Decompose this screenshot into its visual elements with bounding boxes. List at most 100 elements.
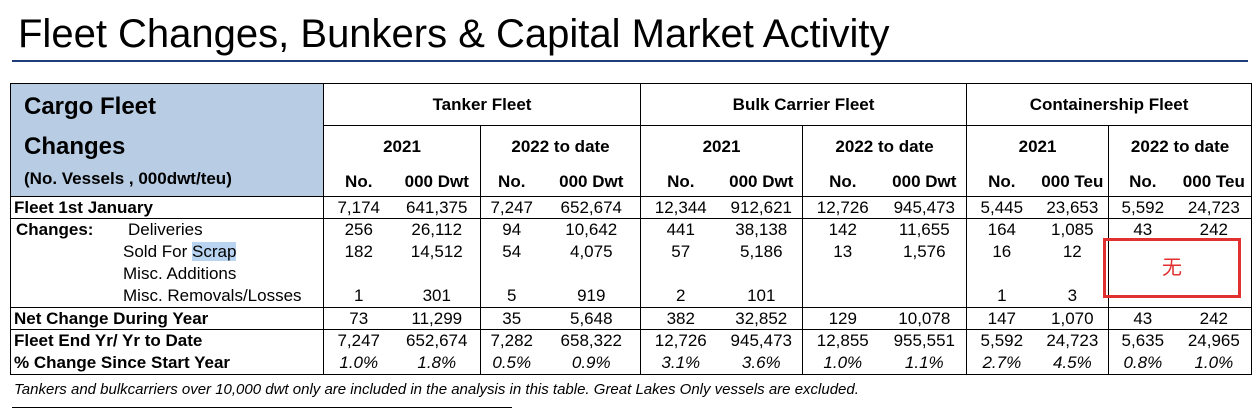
table-cell: 16	[992, 242, 1012, 261]
table-cell: 912,621	[720, 196, 804, 219]
table-cell: 142	[828, 220, 857, 240]
table-cell: 1,070	[1036, 307, 1110, 330]
table-cell: 1	[997, 286, 1007, 306]
subheader-no: No.	[1108, 167, 1177, 197]
table-cell	[324, 263, 394, 285]
table-cell: 641,375	[393, 196, 481, 219]
table-cell	[882, 262, 968, 285]
changes-label: Changes:	[16, 220, 94, 240]
annotation-stamp: 无	[1103, 238, 1241, 298]
table-cell: 0.5%	[480, 351, 543, 375]
row-fleet-end: Fleet End Yr/ Yr to Date 7,247 652,674 7,28…	[10, 329, 1253, 351]
row-deliveries: Changes: Deliveries 256 26,112 94 10,642 441 38…	[10, 218, 1253, 241]
table-cell: 3.1%	[640, 351, 721, 375]
table-cell: 10,078	[882, 307, 968, 330]
table-cell	[1176, 240, 1253, 263]
table-cell: 5,635	[1121, 331, 1165, 350]
table-cell: 12,726	[654, 331, 707, 350]
table-cell: 1.0%	[1176, 351, 1253, 375]
table-cell: 0.8%	[1108, 351, 1177, 375]
table-cell: 57	[671, 242, 691, 261]
table-cell: 5,445	[966, 196, 1037, 219]
year-header: 2021	[966, 125, 1110, 168]
table-cell: 10,642	[542, 218, 642, 241]
table-cell: 94	[502, 220, 522, 240]
table-cell: 652,674	[542, 196, 642, 219]
header-row-subs: No. 000 Dwt No. 000 Dwt No. 000 Dwt No. 000 Dwt…	[11, 167, 1253, 197]
table-cell: 955,551	[882, 329, 968, 351]
table-cell: 945,473	[720, 329, 804, 351]
table-cell: 5,592	[980, 331, 1024, 350]
table-cell	[967, 263, 1037, 285]
table-cell: 24,723	[1036, 329, 1110, 351]
table-cell: 658,322	[542, 329, 642, 351]
table-cell: 5,186	[720, 240, 804, 263]
table-cell: 24,965	[1176, 329, 1253, 351]
table-cell	[641, 263, 721, 285]
table-cell: 5,648	[542, 307, 642, 330]
cargo-header-line1: Cargo Fleet	[24, 92, 157, 120]
table-cell	[542, 262, 642, 285]
table-cell: 13	[833, 242, 853, 261]
table-cell: 164	[987, 220, 1016, 240]
bottom-rule	[12, 407, 512, 408]
row-fleet-start: Fleet 1st January 7,174 641,375 7,247 652,67…	[10, 196, 1253, 219]
subheader-no: No.	[480, 167, 543, 197]
table-cell: 1,085	[1036, 218, 1110, 241]
table-cell: 945,473	[882, 196, 968, 219]
year-header: 2021	[640, 125, 804, 168]
cargo-header-line3: (No. Vessels , 000dwt/teu)	[24, 168, 232, 188]
deliveries-label: Deliveries	[128, 220, 203, 240]
table-cell: 5	[507, 286, 517, 306]
row-label: Misc. Additions	[10, 262, 324, 285]
row-pct-change: % Change Since Start Year 1.0% 1.8% 0.5% 0.9…	[10, 351, 1253, 375]
table-cell: 5,592	[1108, 196, 1177, 219]
table-cell: 7,282	[490, 331, 534, 350]
table-cell: 14,512	[393, 240, 481, 263]
subheader-size: 000 Dwt	[720, 167, 804, 197]
row-label: Misc. Removals/Losses	[10, 284, 324, 308]
table-cell: 3.6%	[720, 351, 804, 375]
table-cell: 182	[344, 242, 373, 261]
table-cell: 256	[344, 220, 373, 240]
table-cell: 7,174	[323, 196, 394, 219]
table-cell: 919	[542, 284, 642, 308]
table-cell: 7,247	[480, 196, 543, 219]
table-cell: 0.9%	[542, 351, 642, 375]
table-cell: 24,723	[1176, 196, 1253, 219]
table-cell: 23,653	[1036, 196, 1110, 219]
row-net-change: Net Change During Year 73 11,299 35 5,648 382…	[10, 307, 1253, 330]
subheader-no: No.	[323, 167, 394, 197]
subheader-size: 000 Teu	[1176, 167, 1253, 197]
year-header: 2022 to date	[480, 125, 642, 168]
table-cell: 2	[676, 286, 686, 306]
table-cell: 1.0%	[802, 351, 883, 375]
table-cell: 129	[802, 307, 883, 330]
table-cell: 242	[1176, 307, 1253, 330]
row-label: Sold For Scrap	[10, 240, 324, 263]
table-cell: 4.5%	[1036, 351, 1110, 375]
group-tanker: Tanker Fleet	[323, 83, 642, 126]
group-bulk: Bulk Carrier Fleet	[640, 83, 968, 126]
scrap-label-highlight: Scrap	[191, 242, 237, 261]
table-cell: 652,674	[393, 329, 481, 351]
table-cell: 12,855	[816, 331, 869, 350]
table-cell	[1176, 262, 1253, 285]
table-cell: 4,075	[542, 240, 642, 263]
header-row-years: 2021 2022 to date 2021 2022 to date 2021…	[11, 125, 1253, 168]
table-cell: 12,344	[640, 196, 721, 219]
table-cell: 73	[323, 307, 394, 330]
title-rule	[12, 60, 1248, 62]
table-cell: 12,726	[802, 196, 883, 219]
table-cell: 1,576	[882, 240, 968, 263]
header-row-groups: Cargo Fleet Changes (No. Vessels , 000dw…	[10, 83, 1253, 197]
table-cell: 1	[354, 286, 364, 306]
table-cell: 32,852	[720, 307, 804, 330]
row-label: % Change Since Start Year	[10, 351, 324, 375]
table-cell: 54	[502, 242, 522, 261]
row-misc-additions: Misc. Additions	[10, 262, 1253, 285]
group-container: Containership Fleet	[966, 83, 1253, 126]
row-label: Changes: Deliveries	[10, 218, 324, 241]
page-title: Fleet Changes, Bunkers & Capital Market …	[18, 12, 890, 56]
table-cell: 242	[1176, 218, 1253, 241]
